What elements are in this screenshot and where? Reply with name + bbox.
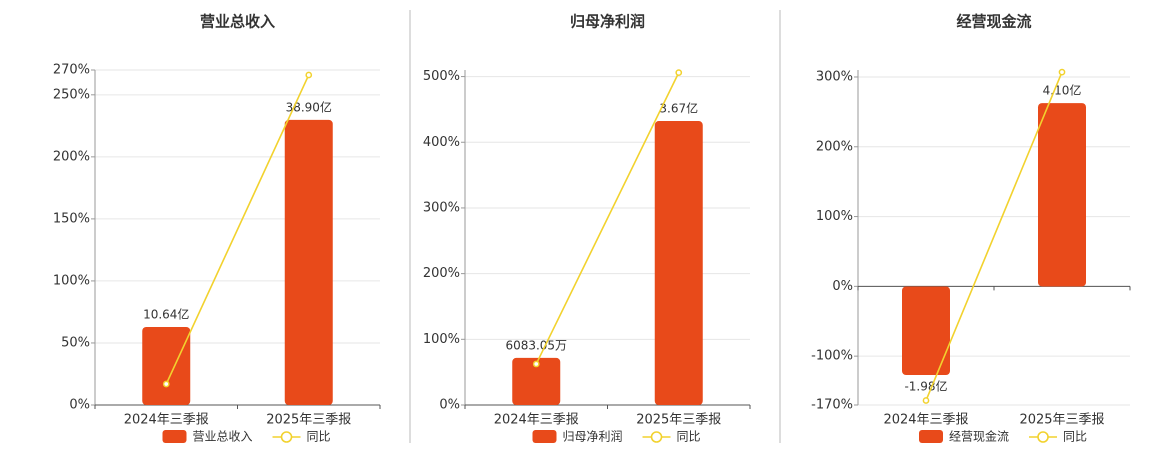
y-tick-label: 400% bbox=[423, 135, 460, 150]
y-tick-label: 300% bbox=[816, 69, 853, 84]
y-tick-label: 200% bbox=[53, 149, 90, 164]
y-tick-label: 250% bbox=[53, 87, 90, 102]
y-tick-label: -170% bbox=[811, 398, 853, 413]
bar bbox=[284, 119, 333, 405]
legend-marker bbox=[650, 431, 663, 443]
legend-label: 同比 bbox=[307, 430, 331, 444]
legend-label: 同比 bbox=[677, 430, 701, 444]
data-label: 38.90亿 bbox=[286, 99, 332, 114]
legend-label: 同比 bbox=[1063, 430, 1087, 444]
data-label: 4.10亿 bbox=[1043, 83, 1082, 98]
line-point bbox=[1058, 68, 1066, 76]
y-tick-label: 500% bbox=[423, 69, 460, 84]
bar bbox=[512, 357, 561, 405]
line-point bbox=[922, 397, 930, 404]
y-tick-label: 100% bbox=[423, 332, 460, 347]
y-tick-label: 0% bbox=[439, 398, 460, 413]
legend-swatch bbox=[162, 430, 187, 443]
y-tick-label: 50% bbox=[61, 335, 90, 350]
data-label: 10.64亿 bbox=[143, 307, 189, 322]
line bbox=[165, 74, 310, 385]
data-label: -1.98亿 bbox=[904, 379, 947, 394]
x-tick-label: 2024年三季报 bbox=[494, 413, 579, 428]
x-tick-label: 2025年三季报 bbox=[266, 413, 351, 428]
bar bbox=[1038, 103, 1086, 287]
line bbox=[925, 71, 1063, 401]
line-point bbox=[675, 69, 683, 76]
legend-label: 归母净利润 bbox=[563, 430, 623, 444]
line-point bbox=[162, 380, 170, 388]
x-tick-label: 2025年三季报 bbox=[1019, 413, 1104, 428]
y-tick-label: 0% bbox=[832, 279, 853, 294]
line bbox=[535, 72, 680, 365]
y-tick-label: 150% bbox=[53, 211, 90, 226]
x-tick-label: 2024年三季报 bbox=[883, 413, 968, 428]
y-tick-label: -100% bbox=[811, 349, 853, 364]
chart-title: 经营现金流 bbox=[956, 13, 1031, 31]
legend-marker bbox=[280, 431, 293, 443]
line-point bbox=[305, 71, 313, 79]
y-tick-label: 300% bbox=[423, 200, 460, 215]
line-point bbox=[532, 360, 540, 368]
y-tick-label: 100% bbox=[816, 209, 853, 224]
y-tick-label: 270% bbox=[53, 63, 90, 78]
legend-marker bbox=[1037, 431, 1049, 443]
bar bbox=[654, 121, 703, 406]
y-tick-label: 200% bbox=[423, 266, 460, 281]
y-tick-label: 200% bbox=[816, 139, 853, 154]
legend-label: 经营现金流 bbox=[949, 429, 1009, 444]
bar bbox=[902, 286, 950, 376]
legend-swatch bbox=[532, 430, 557, 443]
chart-title: 归母净利润 bbox=[570, 13, 645, 31]
y-tick-label: 100% bbox=[53, 273, 90, 288]
chart-title: 营业总收入 bbox=[200, 13, 275, 31]
y-tick-label: 0% bbox=[69, 398, 90, 413]
legend-label: 营业总收入 bbox=[193, 430, 253, 444]
bar bbox=[142, 327, 191, 405]
x-tick-label: 2025年三季报 bbox=[636, 413, 721, 428]
legend-swatch bbox=[919, 430, 943, 443]
x-tick-label: 2024年三季报 bbox=[124, 413, 209, 428]
data-label: 6083.05万 bbox=[505, 338, 567, 352]
data-label: 3.67亿 bbox=[659, 101, 698, 116]
